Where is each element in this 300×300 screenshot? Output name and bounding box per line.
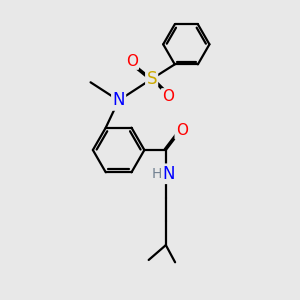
Text: O: O (126, 54, 138, 69)
Text: H: H (152, 167, 162, 181)
Text: O: O (162, 89, 174, 104)
Text: N: N (112, 92, 125, 110)
Text: S: S (146, 70, 157, 88)
Text: O: O (176, 123, 188, 138)
Text: N: N (162, 165, 175, 183)
